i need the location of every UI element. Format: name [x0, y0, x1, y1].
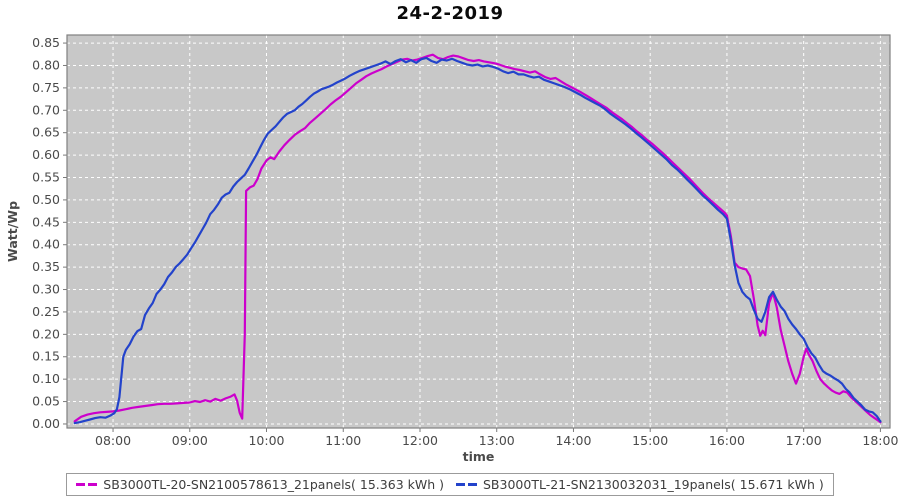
y-tick-label: 0.00 [32, 416, 60, 431]
y-tick-label: 0.60 [32, 147, 60, 162]
x-tick-label: 10:00 [248, 433, 284, 448]
x-tick-label: 13:00 [479, 433, 515, 448]
y-tick-label: 0.05 [32, 394, 60, 409]
x-tick-label: 11:00 [325, 433, 361, 448]
y-tick-label: 0.30 [32, 282, 60, 297]
series-line-1 [73, 56, 882, 425]
legend-line-swatch-blue [456, 483, 477, 486]
y-tick-label: 0.85 [32, 35, 60, 50]
y-tick-label: 0.25 [32, 304, 60, 319]
y-tick-label: 0.15 [32, 349, 60, 364]
legend-label-inverter-21: SB3000TL-21-SN2130032031_19panels( 15.67… [483, 477, 824, 492]
legend: SB3000TL-20-SN2100578613_21panels( 15.36… [66, 473, 834, 496]
legend-label-inverter-20: SB3000TL-20-SN2100578613_21panels( 15.36… [103, 477, 444, 492]
x-tick-label: 08:00 [95, 433, 131, 448]
y-tick-label: 0.55 [32, 170, 60, 185]
x-tick-label: 12:00 [402, 433, 438, 448]
plot-area: 0.00 0.05 0.10 0.15 0.20 0.25 0.30 0.35 0.40 0.45… [5, 34, 898, 464]
x-tick-label: 16:00 [709, 433, 745, 448]
x-tick-label: 15:00 [632, 433, 668, 448]
x-tick-label: 17:00 [786, 433, 822, 448]
y-tick-label: 0.20 [32, 326, 60, 341]
legend-item-inverter-20: SB3000TL-20-SN2100578613_21panels( 15.36… [76, 477, 444, 492]
legend-item-inverter-21: SB3000TL-21-SN2130032031_19panels( 15.67… [456, 477, 824, 492]
x-axis-title: time [463, 449, 495, 464]
y-tick-label: 0.75 [32, 80, 60, 95]
y-tick-label: 0.10 [32, 371, 60, 386]
y-axis-title: Watt/Wp [5, 201, 20, 262]
x-tick-label: 18:00 [862, 433, 898, 448]
chart-title: 24-2-2019 [396, 3, 504, 24]
x-tick-label: 09:00 [172, 433, 208, 448]
legend-line-swatch-magenta [76, 483, 98, 486]
y-tick-label: 0.65 [32, 125, 60, 140]
x-tick-label: 14:00 [555, 433, 591, 448]
axis-ticks: 0.00 0.05 0.10 0.15 0.20 0.25 0.30 0.35 0.40 0.45… [32, 35, 898, 448]
gridlines [67, 35, 890, 428]
plot-border [66, 34, 891, 429]
series-line-0 [73, 53, 882, 424]
y-tick-label: 0.50 [32, 192, 60, 207]
y-tick-label: 0.45 [32, 214, 60, 229]
y-tick-label: 0.35 [32, 259, 60, 274]
y-tick-label: 0.80 [32, 57, 60, 72]
y-tick-label: 0.70 [32, 102, 60, 117]
legend-row: SB3000TL-20-SN2100578613_21panels( 15.36… [0, 473, 900, 496]
y-tick-label: 0.40 [32, 237, 60, 252]
plot-background [67, 35, 890, 428]
